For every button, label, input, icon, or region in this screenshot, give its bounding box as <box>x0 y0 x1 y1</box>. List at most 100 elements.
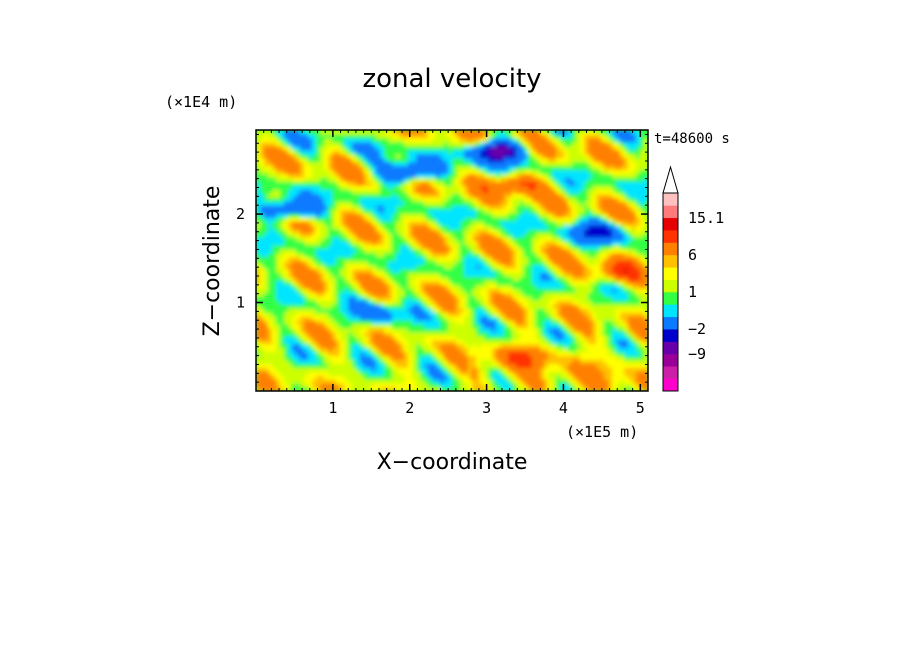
field-cell <box>284 232 289 238</box>
field-cell <box>292 319 297 325</box>
field-cell <box>428 331 433 337</box>
field-cell <box>584 375 589 380</box>
field-cell <box>288 355 293 360</box>
field-cell <box>280 383 285 388</box>
field-cell <box>400 347 405 353</box>
field-cell <box>480 276 485 281</box>
field-cell <box>612 240 617 246</box>
field-cell <box>272 197 277 202</box>
field-cell <box>628 351 633 356</box>
field-cell <box>384 244 389 250</box>
field-cell <box>472 256 477 262</box>
field-cell <box>408 256 413 262</box>
field-cell <box>400 228 405 234</box>
field-cell <box>504 228 509 234</box>
field-cell <box>488 347 493 353</box>
field-cell <box>332 276 337 281</box>
field-cell <box>552 363 557 368</box>
field-cell <box>532 387 537 391</box>
field-cell <box>324 327 329 333</box>
field-cell <box>368 343 373 349</box>
field-cell <box>292 292 297 297</box>
field-cell <box>416 319 421 325</box>
field-cell <box>440 335 445 341</box>
field-cell <box>416 347 421 353</box>
field-cell <box>408 288 413 293</box>
field-cell <box>288 224 293 230</box>
field-cell <box>604 244 609 250</box>
field-cell <box>644 367 648 372</box>
field-cell <box>444 252 449 258</box>
field-cell <box>528 232 533 238</box>
field-cell <box>344 331 349 337</box>
field-cell <box>324 284 329 289</box>
field-cell <box>468 300 473 305</box>
field-cell <box>512 268 517 273</box>
field-cell <box>364 383 369 388</box>
field-cell <box>408 232 413 238</box>
field-cell <box>628 244 633 250</box>
field-cell <box>288 307 293 313</box>
field-cell <box>488 264 493 269</box>
field-cell <box>608 244 613 250</box>
field-cell <box>376 205 381 210</box>
field-cell <box>508 339 513 345</box>
field-cell <box>508 311 513 317</box>
field-cell <box>604 252 609 258</box>
field-cell <box>344 363 349 368</box>
field-cell <box>584 319 589 325</box>
field-cell <box>480 355 485 360</box>
field-cell <box>464 201 469 206</box>
field-cell <box>480 323 485 329</box>
field-cell <box>644 339 648 345</box>
field-cell <box>480 240 485 246</box>
field-cell <box>528 205 533 210</box>
field-cell <box>440 256 445 262</box>
field-cell <box>616 347 621 353</box>
field-cell <box>372 236 377 242</box>
field-cell <box>644 359 648 364</box>
field-cell <box>312 213 317 218</box>
field-cell <box>300 209 305 214</box>
field-cell <box>344 319 349 325</box>
field-cell <box>540 232 545 238</box>
field-cell <box>456 209 461 214</box>
field-cell <box>384 359 389 364</box>
field-cell <box>584 272 589 277</box>
field-cell <box>600 268 605 273</box>
field-cell <box>288 379 293 384</box>
field-cell <box>416 197 421 202</box>
field-cell <box>320 363 325 368</box>
field-cell <box>620 244 625 250</box>
field-cell <box>316 228 321 234</box>
field-cell <box>500 296 505 301</box>
field-cell <box>256 217 261 222</box>
field-cell <box>332 335 337 341</box>
field-cell <box>340 347 345 353</box>
field-cell <box>472 272 477 277</box>
field-cell <box>356 268 361 273</box>
field-cell <box>316 217 321 222</box>
field-cell <box>500 311 505 317</box>
field-cell <box>636 359 641 364</box>
field-cell <box>412 205 417 210</box>
field-cell <box>528 331 533 337</box>
field-cell <box>276 256 281 262</box>
field-cell <box>384 304 389 309</box>
field-cell <box>364 189 369 194</box>
field-cell <box>352 217 357 222</box>
field-cell <box>304 379 309 384</box>
field-cell <box>388 264 393 269</box>
field-cell <box>520 363 525 368</box>
field-cell <box>360 272 365 277</box>
field-cell <box>488 296 493 301</box>
field-cell <box>324 264 329 269</box>
field-cell <box>500 304 505 309</box>
field-cell <box>636 387 641 391</box>
field-cell <box>396 335 401 341</box>
field-cell <box>564 300 569 305</box>
field-cell <box>256 236 261 242</box>
field-cell <box>520 319 525 325</box>
field-cell <box>520 383 525 388</box>
field-cell <box>428 296 433 301</box>
